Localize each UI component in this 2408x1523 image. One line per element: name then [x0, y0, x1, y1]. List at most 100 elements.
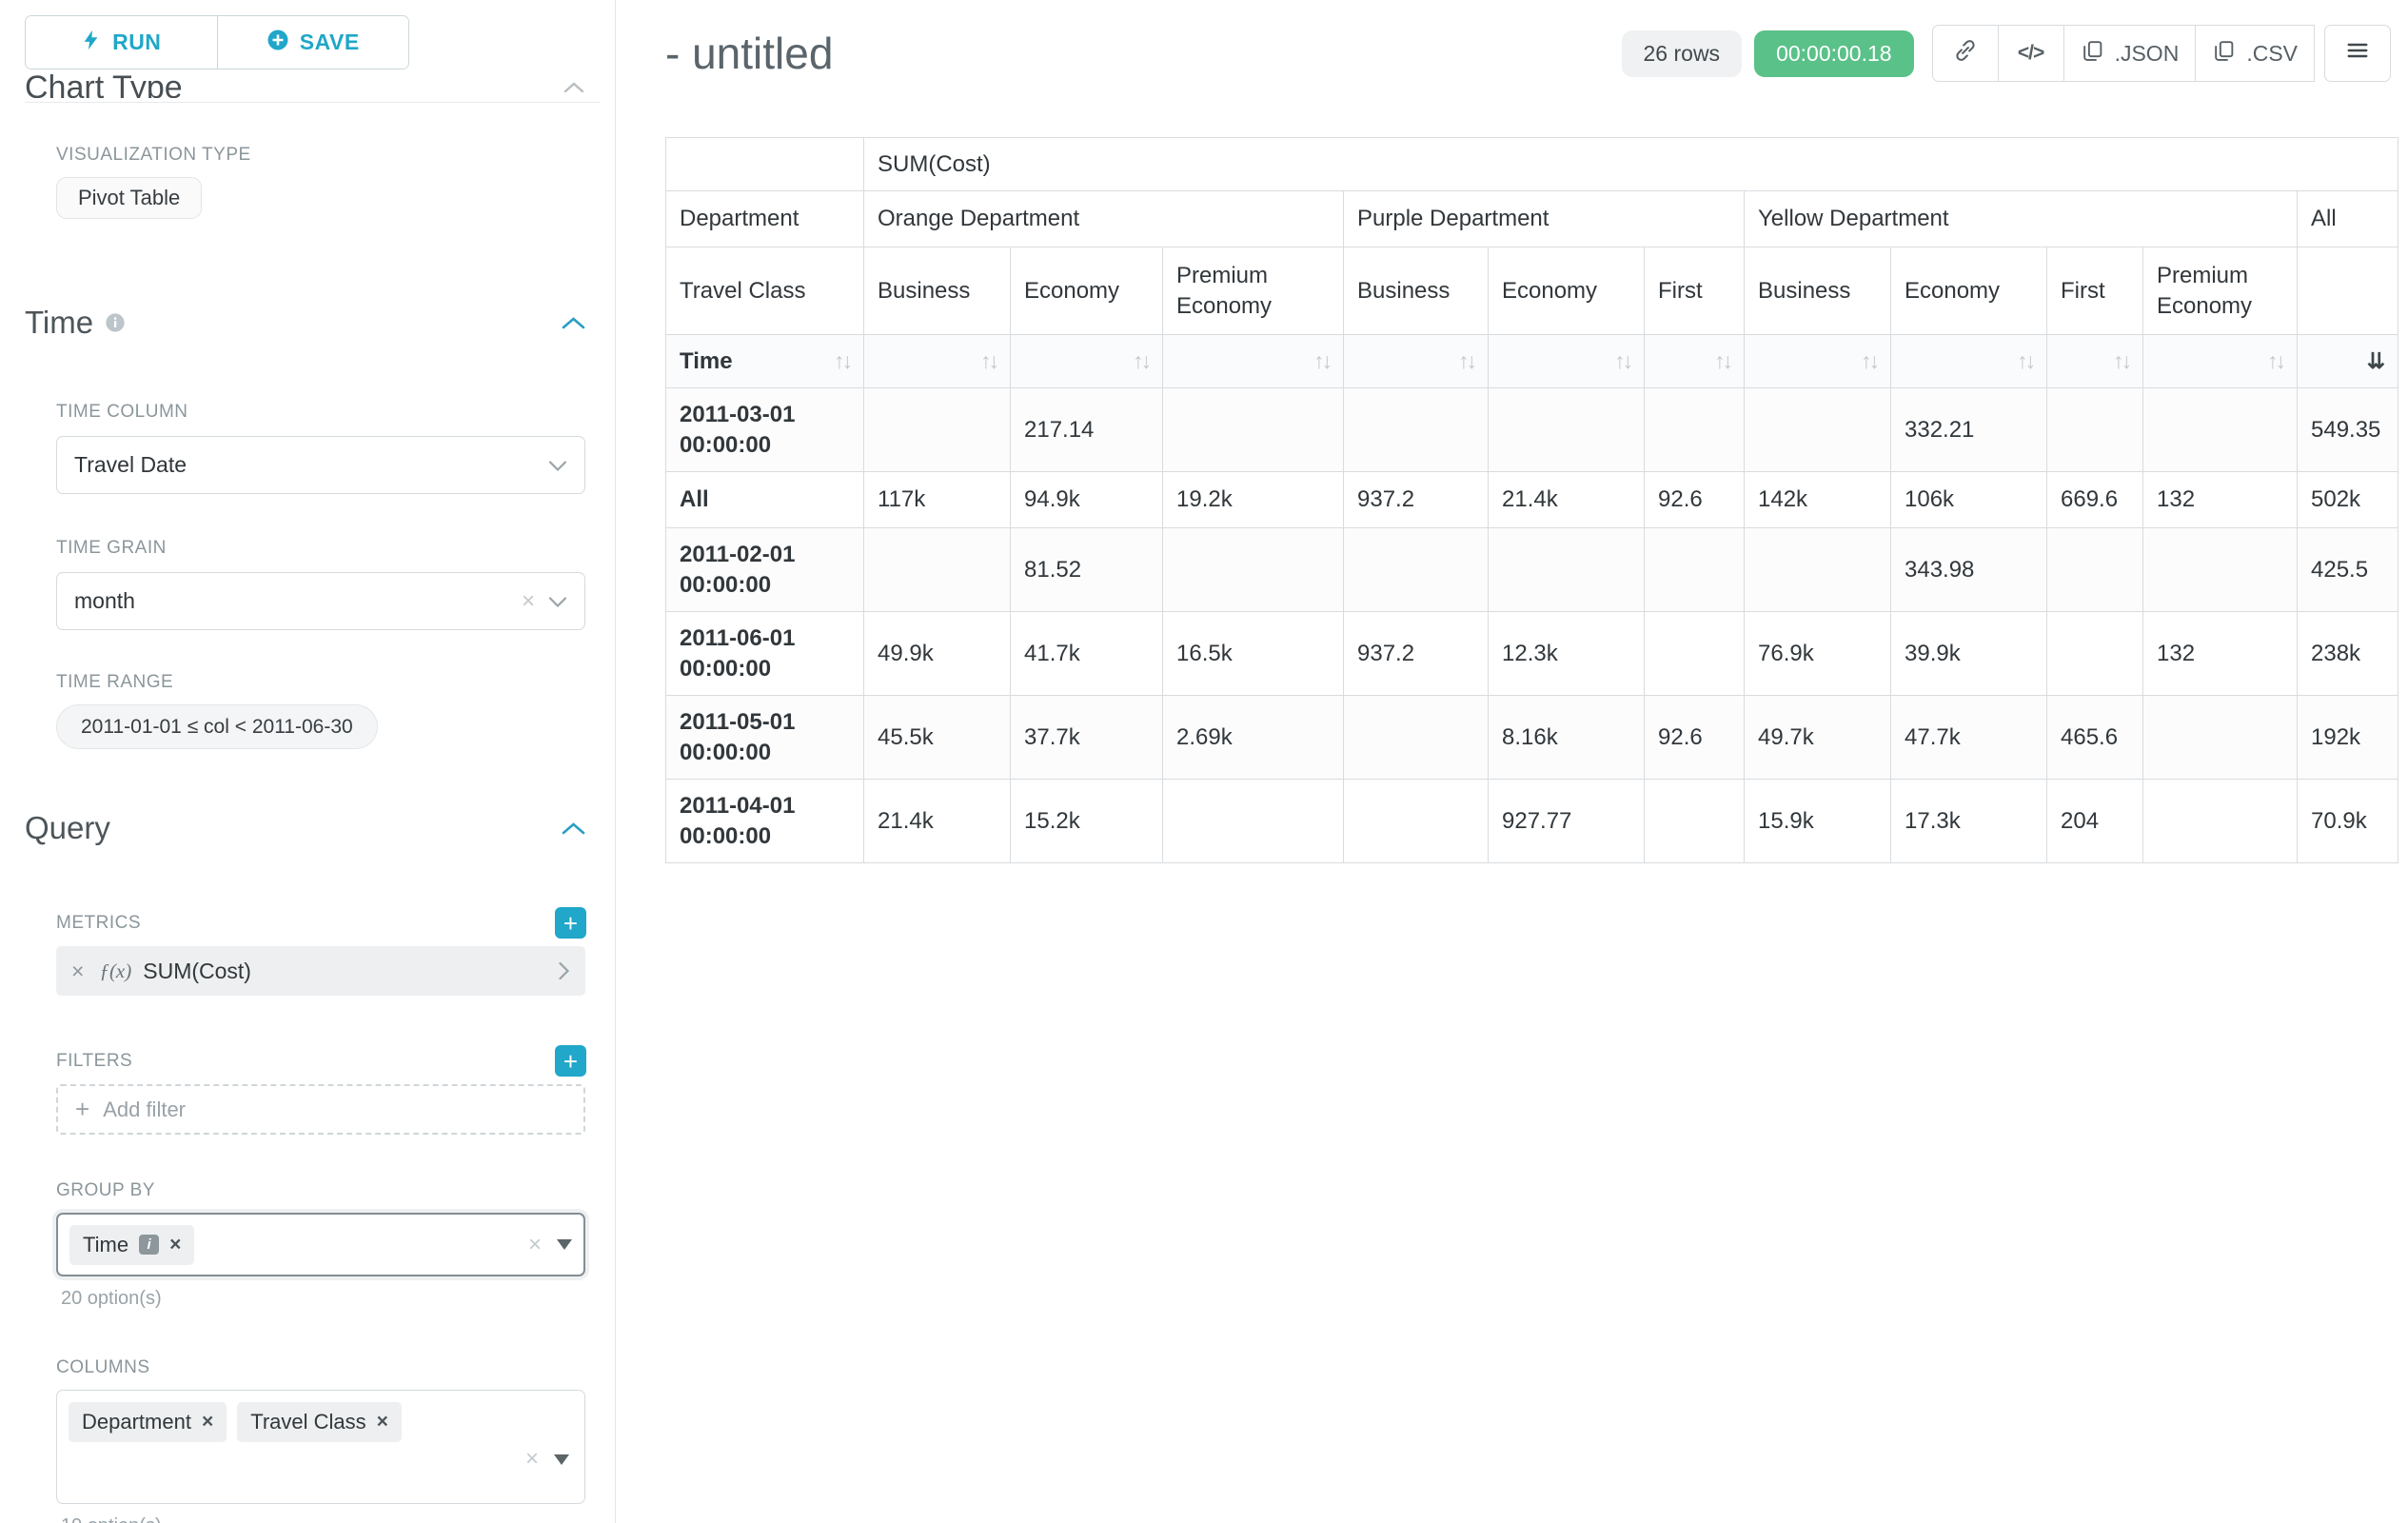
pivot-value-cell [1645, 528, 1745, 612]
pivot-value-cell: 76.9k [1745, 612, 1891, 696]
pivot-value-cell: 927.77 [1489, 780, 1645, 863]
pivot-value-cell: 332.21 [1891, 388, 2047, 472]
sort-toggle-icon[interactable]: ↑↓ [834, 347, 850, 376]
pivot-data-row: 2011-04-01 00:00:0021.4k15.2k927.7715.9k… [666, 780, 2398, 863]
pivot-value-cell [1645, 612, 1745, 696]
groupby-pill[interactable]: Timei× [69, 1225, 194, 1265]
link-icon [1953, 38, 1978, 69]
pivot-axis-travel-class-label: Travel Class [666, 247, 864, 335]
add-filter-label: Add filter [103, 1098, 186, 1122]
remove-pill-icon[interactable]: × [169, 1234, 181, 1256]
collapse-chevron-up-icon[interactable] [561, 315, 586, 330]
pivot-value-cell [2143, 528, 2298, 612]
pivot-value-cell: 15.9k [1745, 780, 1891, 863]
hamburger-menu-icon [2345, 38, 2370, 69]
columns-pill[interactable]: Travel Class× [237, 1402, 402, 1442]
pivot-value-cell [2047, 612, 2143, 696]
pivot-value-cell: 132 [2143, 612, 2298, 696]
plus-circle-icon [266, 29, 289, 57]
remove-metric-icon[interactable]: × [71, 959, 84, 984]
lightning-icon [81, 29, 102, 57]
add-metric-button[interactable]: + [555, 907, 586, 939]
pivot-column-header [2298, 247, 2398, 335]
json-button-label: .JSON [2115, 41, 2180, 67]
time-grain-value: month [74, 588, 135, 614]
group-by-select[interactable]: Timei× × [56, 1213, 585, 1276]
copy-file-icon [2212, 39, 2236, 69]
remove-pill-icon[interactable]: × [202, 1411, 213, 1434]
sort-toggle-icon[interactable]: ↑↓ [1458, 347, 1474, 376]
clear-icon[interactable]: × [525, 1446, 539, 1473]
add-filter-plus-button[interactable]: + [555, 1045, 586, 1077]
run-button[interactable]: RUN [26, 16, 217, 69]
pivot-value-cell [2143, 388, 2298, 472]
pivot-group-header: Purple Department [1344, 191, 1745, 247]
pivot-value-cell [2047, 528, 2143, 612]
pivot-data-row: 2011-03-01 00:00:00217.14332.21549.35 [666, 388, 2398, 472]
pivot-column-header: Premium Economy [1163, 247, 1344, 335]
sort-toggle-icon[interactable]: ↑↓ [2113, 347, 2129, 376]
sort-toggle-icon[interactable]: ↑↓ [1614, 347, 1630, 376]
time-column-value: Travel Date [74, 452, 187, 478]
sort-toggle-icon[interactable]: ↑↓ [1313, 347, 1330, 376]
csv-button-label: .CSV [2246, 41, 2298, 67]
save-button[interactable]: SAVE [217, 16, 409, 69]
pivot-value-cell: 106k [1891, 472, 2047, 528]
pivot-sort-cell: ↑↓ [1891, 335, 2047, 388]
metric-pill[interactable]: × ƒ(x) SUM(Cost) [56, 946, 585, 996]
time-column-select[interactable]: Travel Date [56, 436, 585, 494]
columns-pill[interactable]: Department× [69, 1402, 227, 1442]
pivot-data-row: 2011-05-01 00:00:0045.5k37.7k2.69k8.16k9… [666, 696, 2398, 780]
remove-pill-icon[interactable]: × [377, 1411, 388, 1434]
pivot-value-cell: 47.7k [1891, 696, 2047, 780]
pivot-value-cell [1745, 388, 1891, 472]
time-grain-label: TIME GRAIN [56, 538, 615, 559]
chart-type-section-clipped: Chart Type [25, 72, 596, 98]
pivot-value-cell: 45.5k [864, 696, 1011, 780]
sort-toggle-icon[interactable]: ↑↓ [1714, 347, 1730, 376]
more-options-button[interactable] [2324, 25, 2391, 82]
dropdown-caret-icon[interactable] [554, 1454, 569, 1465]
group-by-label: GROUP BY [56, 1180, 615, 1201]
sort-desc-active-icon[interactable]: ⇊ [2367, 347, 2384, 376]
pivot-value-cell [1344, 528, 1489, 612]
filters-label: FILTERS [56, 1051, 132, 1072]
add-filter-button[interactable]: + Add filter [56, 1084, 585, 1135]
pivot-value-cell: 937.2 [1344, 612, 1489, 696]
pivot-value-cell: 12.3k [1489, 612, 1645, 696]
columns-option-count: 19 option(s) [61, 1515, 615, 1523]
pivot-value-cell [1489, 528, 1645, 612]
sort-toggle-icon[interactable]: ↑↓ [2267, 347, 2283, 376]
time-grain-select[interactable]: month × [56, 572, 585, 630]
chevron-up-icon[interactable] [563, 81, 584, 98]
sort-toggle-icon[interactable]: ↑↓ [980, 347, 997, 376]
sort-toggle-icon[interactable]: ↑↓ [1133, 347, 1149, 376]
chart-area: - untitled 26 rows 00:00:00.18 [616, 0, 2408, 1523]
pivot-group-header: Orange Department [864, 191, 1344, 247]
viz-type-pill[interactable]: Pivot Table [56, 177, 202, 219]
pivot-value-cell: 41.7k [1011, 612, 1163, 696]
pivot-row-label: 2011-06-01 00:00:00 [666, 612, 864, 696]
export-csv-button[interactable]: .CSV [2195, 25, 2315, 82]
export-json-button[interactable]: .JSON [2063, 25, 2197, 82]
chevron-right-icon[interactable] [558, 961, 570, 980]
clear-icon[interactable]: × [528, 1232, 542, 1258]
sort-toggle-icon[interactable]: ↑↓ [2017, 347, 2033, 376]
clear-icon[interactable]: × [522, 588, 535, 615]
collapse-chevron-up-icon[interactable] [561, 821, 586, 836]
pivot-value-cell [2047, 388, 2143, 472]
pivot-row-label: 2011-05-01 00:00:00 [666, 696, 864, 780]
copy-link-button[interactable] [1932, 25, 1999, 82]
time-range-pill[interactable]: 2011-01-01 ≤ col < 2011-06-30 [56, 704, 378, 749]
dropdown-caret-icon[interactable] [557, 1239, 572, 1250]
columns-select[interactable]: Department×Travel Class× × [56, 1390, 585, 1504]
run-button-label: RUN [112, 30, 161, 55]
pivot-column-header: Business [864, 247, 1011, 335]
query-section-header: Query [25, 810, 586, 846]
view-query-button[interactable]: </> [1998, 25, 2064, 82]
sort-toggle-icon[interactable]: ↑↓ [1861, 347, 1877, 376]
pivot-row-label: 2011-02-01 00:00:00 [666, 528, 864, 612]
pivot-sort-cell: ⇊ [2298, 335, 2398, 388]
chevron-down-icon [548, 452, 567, 478]
pivot-value-cell [864, 528, 1011, 612]
